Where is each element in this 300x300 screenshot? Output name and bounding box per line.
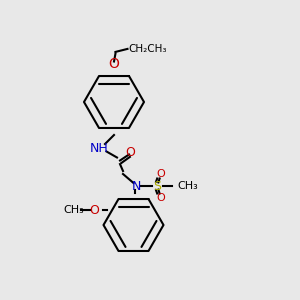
Text: CH₃: CH₃	[63, 205, 84, 215]
Text: O: O	[156, 169, 165, 179]
Text: CH₃: CH₃	[177, 181, 198, 191]
Text: O: O	[109, 58, 119, 71]
Text: O: O	[156, 193, 165, 203]
Text: O: O	[126, 146, 135, 160]
Text: CH₂CH₃: CH₂CH₃	[128, 44, 166, 54]
Text: S: S	[154, 179, 161, 193]
Text: NH: NH	[90, 142, 109, 155]
Text: N: N	[132, 179, 141, 193]
Text: O: O	[90, 203, 99, 217]
